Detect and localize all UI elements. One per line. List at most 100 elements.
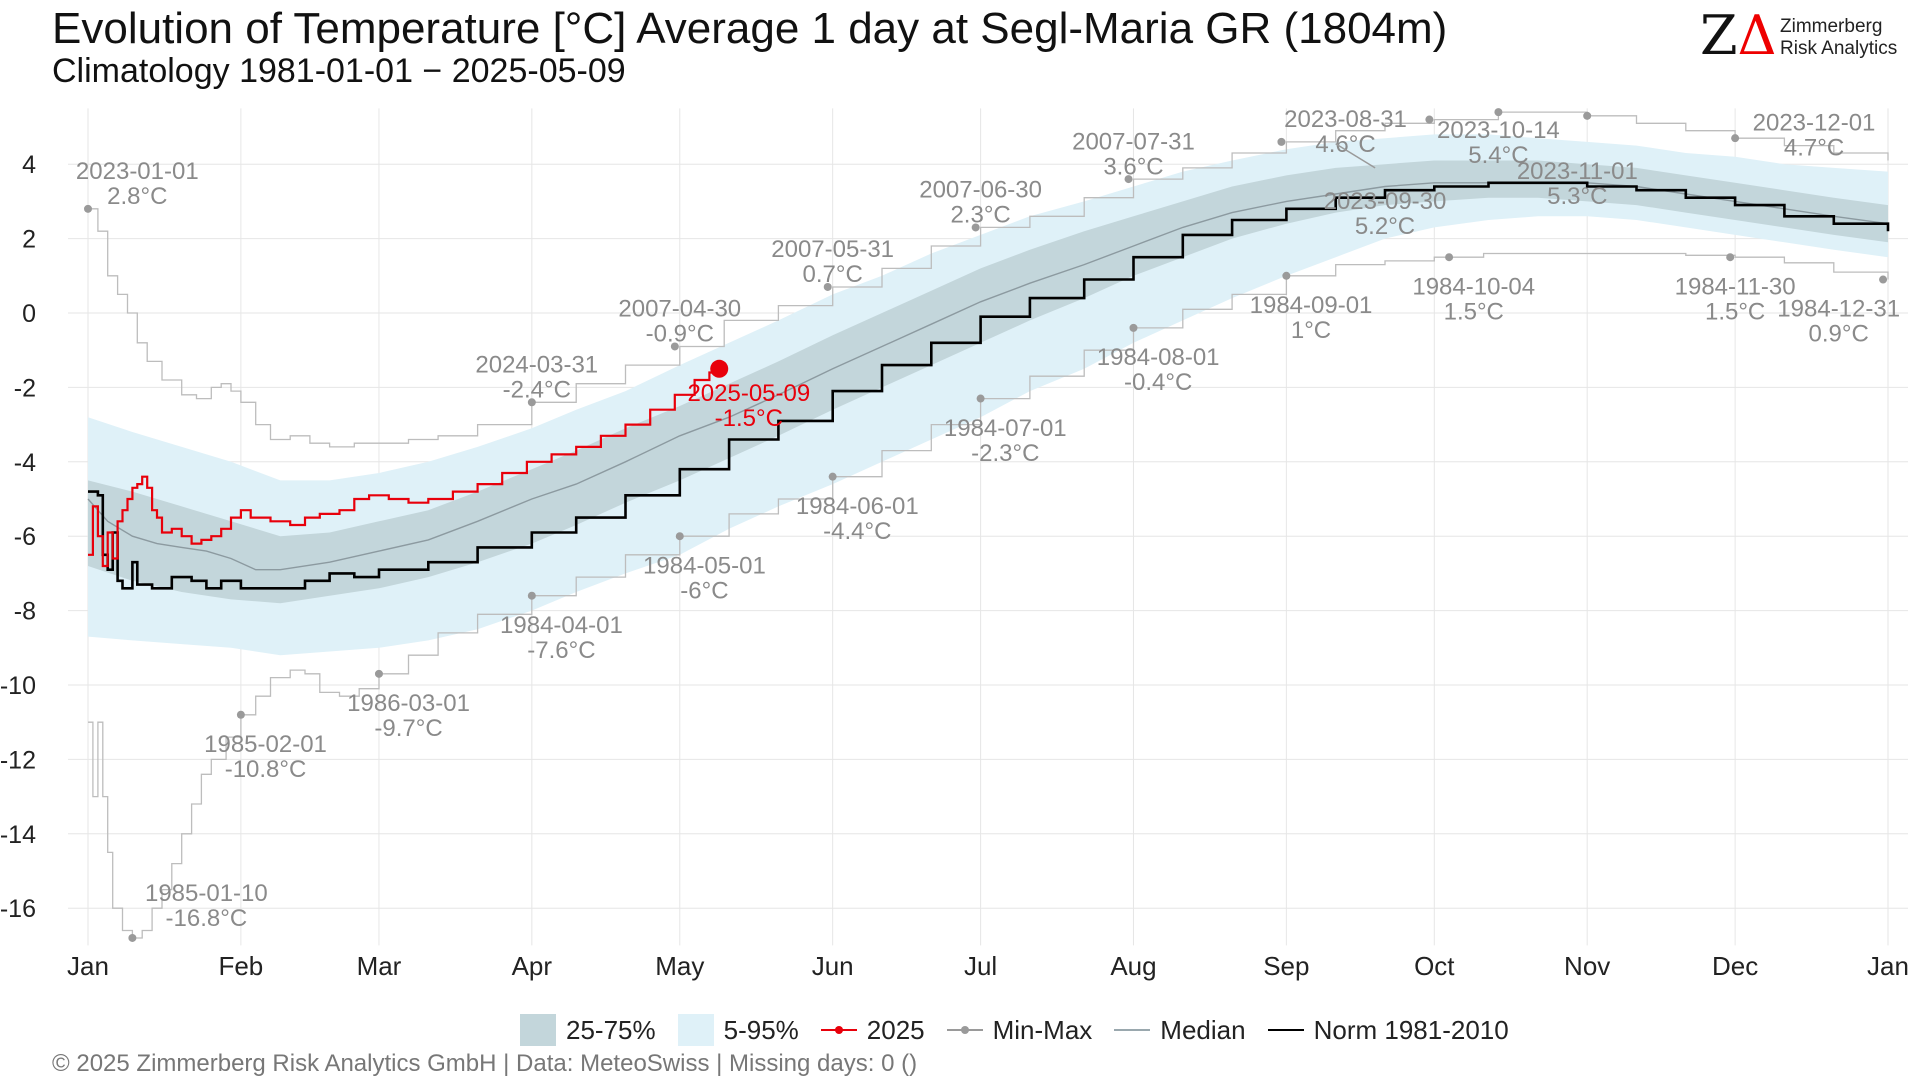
record-value-label: -4.4°C — [823, 518, 891, 545]
x-tick-label: Jun — [812, 951, 854, 981]
legend-line-norm — [1267, 1029, 1304, 1031]
legend-item-5-95: 5-95% — [677, 1014, 799, 1046]
record-point — [1425, 115, 1434, 124]
legend-swatch-5-95 — [677, 1014, 714, 1046]
x-tick-label: Jan — [1867, 951, 1909, 981]
record-point — [527, 591, 536, 600]
record-date-label: 2023-12-01 — [1753, 110, 1876, 137]
record-value-label: -2.3°C — [971, 440, 1039, 467]
record-date-label: 1984-10-04 — [1412, 273, 1535, 300]
x-tick-label: Jan — [67, 951, 109, 981]
chart-subtitle: Climatology 1981-01-01 − 2025-05-09 — [52, 52, 626, 90]
record-date-label: 2007-06-30 — [919, 177, 1042, 204]
record-value-label: 3.6°C — [1103, 153, 1163, 180]
band-25-75 — [88, 160, 1888, 604]
record-date-label: 1984-05-01 — [643, 552, 766, 579]
legend-line-minmax — [946, 1026, 983, 1034]
x-tick-label: Feb — [218, 951, 263, 981]
record-value-label: 4.7°C — [1784, 135, 1844, 162]
record-value-label: -2.4°C — [503, 377, 571, 404]
temperature-chart: 4 2 0 -2 -4 -6 -8 -10 -12 -14 -16 Jan Feb Mar Apr May Ju… — [0, 106, 1909, 981]
record-date-label: 2023-01-01 — [76, 158, 199, 185]
record-value-label: 1.5°C — [1705, 298, 1765, 325]
record-value-label: -0.9°C — [646, 321, 714, 348]
legend-item-norm: Norm 1981-2010 — [1267, 1015, 1509, 1046]
legend-item-2025: 2025 — [820, 1015, 925, 1046]
record-point — [374, 669, 383, 678]
series-max-line — [88, 111, 1889, 448]
series-min-line — [88, 252, 1889, 939]
record-point — [1731, 134, 1740, 143]
record-point — [1124, 175, 1133, 184]
y-tick-label: 2 — [22, 226, 36, 254]
record-point — [828, 472, 837, 481]
record-date-label: 2023-11-01 — [1517, 158, 1638, 185]
record-point — [823, 282, 832, 291]
record-point — [670, 342, 679, 351]
y-tick-label: 0 — [22, 300, 36, 328]
y-tick-label: -12 — [0, 746, 36, 774]
record-date-label: 1984-07-01 — [944, 415, 1067, 442]
x-tick-label: Oct — [1414, 951, 1455, 981]
record-date-label: 1984-11-30 — [1675, 273, 1796, 300]
record-date-label: 1984-08-01 — [1097, 344, 1220, 371]
record-value-label: -9.7°C — [374, 715, 442, 742]
record-date-label: 2024-03-31 — [475, 352, 598, 379]
record-point — [527, 398, 536, 407]
record-value-label: 5.2°C — [1355, 213, 1415, 240]
record-date-label: 2023-09-30 — [1324, 188, 1447, 215]
x-tick-label: Dec — [1712, 951, 1758, 981]
record-point — [1494, 108, 1503, 117]
legend-line-2025 — [820, 1026, 857, 1034]
y-tick-label: -4 — [14, 449, 36, 477]
y-tick-label: -6 — [14, 523, 36, 551]
record-point — [976, 394, 985, 403]
record-date-label: 1985-01-10 — [145, 880, 268, 907]
x-tick-label: Sep — [1263, 951, 1309, 981]
record-value-label: -16.8°C — [166, 905, 248, 932]
legend-item-minmax: Min-Max — [946, 1015, 1092, 1046]
series-norm-line — [88, 181, 1890, 590]
legend-line-median — [1114, 1029, 1151, 1031]
record-point — [1445, 253, 1454, 262]
record-value-label: 5.3°C — [1547, 183, 1607, 210]
record-date-label: 2007-07-31 — [1072, 128, 1195, 155]
logo-mark: ZΔ — [1700, 4, 1777, 67]
y-tick-label: -8 — [14, 598, 36, 626]
y-tick-label: -16 — [0, 895, 36, 923]
current-point — [710, 359, 729, 378]
x-tick-label: May — [655, 951, 704, 981]
x-tick-label: Mar — [357, 951, 402, 981]
record-value-label: 0.9°C — [1809, 321, 1869, 348]
x-tick-label: Aug — [1110, 951, 1156, 981]
record-leader-line — [1335, 143, 1376, 169]
record-point — [1583, 111, 1592, 120]
record-point — [1282, 271, 1291, 280]
y-tick-label: -10 — [0, 672, 36, 700]
record-date-label: 2007-05-31 — [771, 236, 894, 263]
record-point — [1277, 137, 1286, 146]
legend-swatch-iqr — [520, 1014, 556, 1046]
record-point — [84, 204, 92, 213]
record-date-label: 1986-03-01 — [347, 690, 470, 717]
record-value-label: 2.3°C — [950, 202, 1010, 229]
record-value-label: 2.8°C — [107, 183, 167, 210]
legend-item-iqr: 25-75% — [520, 1014, 656, 1046]
record-date-label: 2023-10-14 — [1437, 117, 1560, 144]
y-tick-label: -14 — [0, 821, 36, 849]
record-date-label: 1984-06-01 — [796, 493, 919, 520]
record-point — [1879, 275, 1888, 284]
company-logo: ZΔ Zimmerberg Risk Analytics — [1700, 8, 1900, 64]
record-date-label: 1985-02-01 — [204, 731, 327, 758]
record-value-label: 1°C — [1291, 317, 1331, 344]
x-tick-label: Apr — [512, 951, 553, 981]
logo-text: Zimmerberg Risk Analytics — [1780, 16, 1898, 59]
record-value-label: -7.6°C — [527, 637, 595, 664]
record-point — [675, 532, 684, 541]
record-value-label: 4.6°C — [1315, 131, 1375, 158]
record-date-label: 1984-04-01 — [500, 612, 623, 639]
x-tick-label: Jul — [964, 951, 997, 981]
record-date-label: 1984-09-01 — [1250, 292, 1373, 319]
record-date-label: 2023-08-31 — [1284, 106, 1407, 133]
record-value-label: 1.5°C — [1444, 298, 1504, 325]
